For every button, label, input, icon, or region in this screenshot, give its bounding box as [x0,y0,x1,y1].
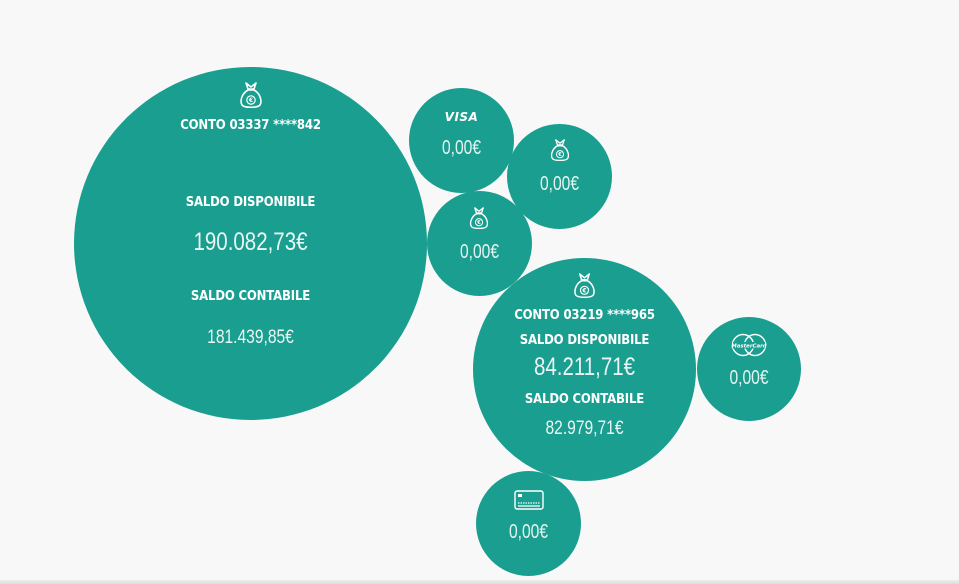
savings-balance-value: 0,00€ [539,173,580,195]
account-title: CONTO 03219 ****965 [514,308,655,323]
money-bag-icon: € [574,273,595,299]
deposit-bubble[interactable]: € 0,00€ [427,191,532,296]
book-balance-label: SALDO CONTABILE [524,392,645,407]
book-balance-value: 82.979,71€ [545,418,624,439]
svg-text:€: € [248,97,253,104]
account-bubble-03219[interactable]: € CONTO 03219 ****965 SALDO DISPONIBILE … [473,258,696,481]
bottom-divider [0,580,959,584]
money-bag-icon: € [550,139,570,162]
savings-bubble[interactable]: € 0,00€ [507,124,612,229]
card-balance-value: 0,00€ [729,367,769,389]
available-balance-value: 190.082,73€ [193,228,308,256]
account-title: CONTO 03337 ****842 [180,118,321,133]
credit-card-icon [514,490,544,510]
svg-text:MasterCard: MasterCard [731,344,766,350]
prepaid-card-bubble[interactable]: 0,00€ [476,471,581,576]
mastercard-bubble[interactable]: MasterCard 0,00€ [697,317,801,421]
money-bag-icon: € [240,82,262,109]
money-bag-icon: € [469,207,489,230]
account-bubble-03337[interactable]: € CONTO 03337 ****842 SALDO DISPONIBILE … [74,67,427,420]
mastercard-icon: MasterCard [731,333,767,357]
card-balance-value: 0,00€ [508,521,549,543]
svg-text:€: € [557,152,562,158]
book-balance-value: 181.439,85€ [207,327,294,348]
card-balance-value: 0,00€ [441,137,482,159]
visa-icon: VISA [444,110,479,124]
book-balance-label: SALDO CONTABILE [190,289,311,304]
svg-text:€: € [581,288,586,294]
visa-card-bubble[interactable]: VISA 0,00€ [409,88,514,193]
available-balance-label: SALDO DISPONIBILE [185,195,316,210]
available-balance-value: 84.211,71€ [533,353,636,381]
svg-text:€: € [476,220,481,226]
deposit-balance-value: 0,00€ [459,241,500,263]
available-balance-label: SALDO DISPONIBILE [519,333,650,348]
